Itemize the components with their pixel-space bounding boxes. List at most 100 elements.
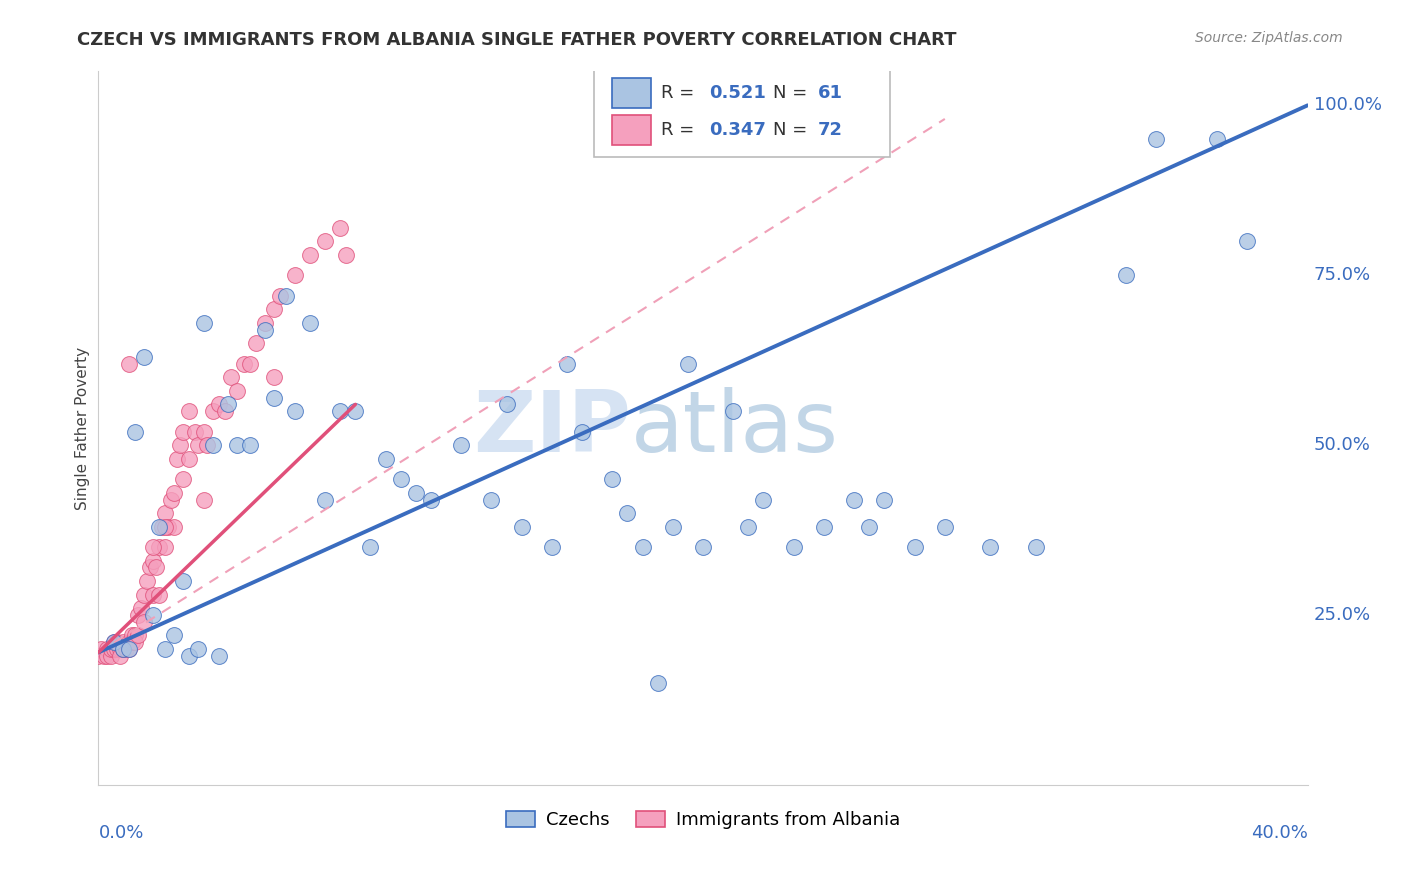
Point xyxy=(142,588,165,602)
Point xyxy=(135,574,157,588)
Point xyxy=(163,485,186,500)
Point xyxy=(217,397,239,411)
Point xyxy=(90,642,112,657)
Text: N =: N = xyxy=(773,121,813,139)
Point xyxy=(284,404,307,418)
Point xyxy=(737,519,759,533)
Point xyxy=(148,588,170,602)
Point xyxy=(96,642,118,657)
Point xyxy=(166,451,188,466)
Point xyxy=(253,323,276,337)
Point xyxy=(111,635,134,649)
Point xyxy=(114,642,136,657)
Point xyxy=(389,472,412,486)
Point xyxy=(904,540,927,554)
Point xyxy=(108,642,131,657)
Point xyxy=(495,397,517,411)
Point xyxy=(187,642,209,657)
Point xyxy=(132,588,155,602)
Point xyxy=(118,642,141,657)
Text: 0.0%: 0.0% xyxy=(98,824,143,842)
Point xyxy=(87,648,110,663)
Point xyxy=(263,302,285,317)
Point xyxy=(132,615,155,629)
Point xyxy=(813,519,835,533)
Point xyxy=(96,648,118,663)
Point xyxy=(148,540,170,554)
Point xyxy=(187,438,209,452)
Point xyxy=(193,425,215,439)
Point xyxy=(93,648,115,663)
Point xyxy=(153,642,176,657)
Text: N =: N = xyxy=(773,85,813,103)
Point xyxy=(420,492,443,507)
Text: 100.0%: 100.0% xyxy=(1313,96,1382,114)
Text: 50.0%: 50.0% xyxy=(1313,436,1371,454)
Point xyxy=(202,438,225,452)
Point xyxy=(1115,268,1137,283)
Point xyxy=(121,628,143,642)
Point xyxy=(221,370,243,384)
Point xyxy=(179,648,201,663)
Point xyxy=(153,506,176,520)
FancyBboxPatch shape xyxy=(613,78,651,109)
Point xyxy=(172,574,194,588)
Point xyxy=(193,316,215,330)
Point xyxy=(263,370,285,384)
Point xyxy=(299,316,322,330)
Point xyxy=(602,472,624,486)
Point xyxy=(226,384,249,398)
Point xyxy=(510,519,533,533)
Point xyxy=(245,336,267,351)
Point xyxy=(844,492,866,507)
Point xyxy=(661,519,683,533)
Point xyxy=(1236,234,1258,248)
Text: 0.347: 0.347 xyxy=(709,121,766,139)
Point xyxy=(142,540,165,554)
Point xyxy=(145,560,167,574)
Point xyxy=(124,628,146,642)
Point xyxy=(253,316,276,330)
Point xyxy=(226,438,249,452)
Point xyxy=(314,234,336,248)
Point xyxy=(139,560,162,574)
Text: ZIP: ZIP xyxy=(472,386,630,470)
Point xyxy=(299,248,322,262)
Point xyxy=(100,642,122,657)
Point xyxy=(127,608,149,623)
Point xyxy=(263,391,285,405)
Point xyxy=(103,642,125,657)
Point xyxy=(335,248,357,262)
Point xyxy=(616,506,638,520)
Point xyxy=(108,648,131,663)
Point xyxy=(858,519,880,533)
Y-axis label: Single Father Poverty: Single Father Poverty xyxy=(75,347,90,509)
Text: CZECH VS IMMIGRANTS FROM ALBANIA SINGLE FATHER POVERTY CORRELATION CHART: CZECH VS IMMIGRANTS FROM ALBANIA SINGLE … xyxy=(77,31,957,49)
Point xyxy=(631,540,654,554)
Point xyxy=(676,357,699,371)
Point xyxy=(284,268,307,283)
Point xyxy=(160,492,183,507)
Point xyxy=(142,608,165,623)
Point xyxy=(405,485,427,500)
Point xyxy=(118,635,141,649)
Point xyxy=(979,540,1001,554)
Point xyxy=(274,288,297,302)
Point xyxy=(179,451,201,466)
Point xyxy=(481,492,503,507)
Point xyxy=(239,357,262,371)
Point xyxy=(329,220,352,235)
Point xyxy=(105,635,128,649)
Point xyxy=(374,451,396,466)
Point xyxy=(193,492,215,507)
Point xyxy=(269,288,291,302)
Text: atlas: atlas xyxy=(630,386,838,470)
Point xyxy=(103,635,125,649)
Point xyxy=(934,519,956,533)
Point xyxy=(239,438,262,452)
Point xyxy=(184,425,207,439)
Point xyxy=(1024,540,1046,554)
Text: R =: R = xyxy=(661,85,700,103)
Point xyxy=(1144,132,1167,146)
Point xyxy=(172,425,194,439)
